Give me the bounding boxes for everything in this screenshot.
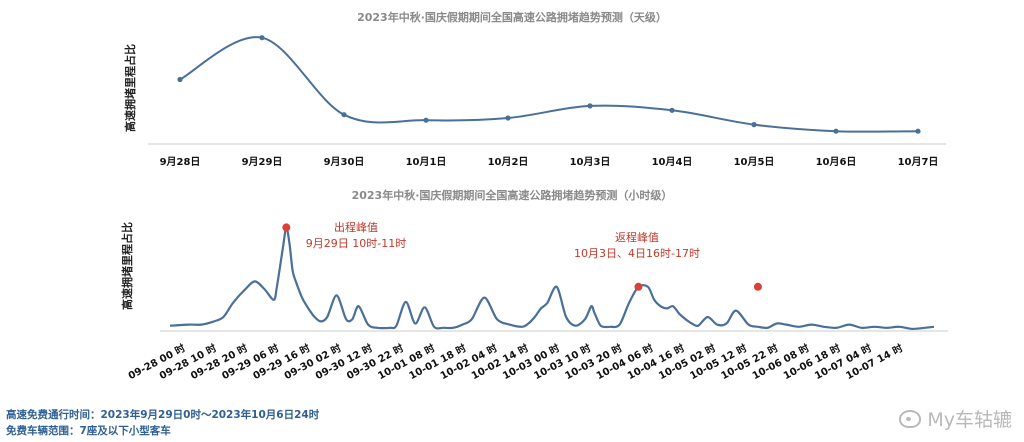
daily-series-line	[179, 36, 919, 133]
daily-x-tick-label: 10月3日	[570, 156, 611, 168]
return-peak-annotation-time: 10月3日、4日16时-17时	[574, 247, 700, 260]
daily-x-tick-label: 10月2日	[488, 156, 529, 168]
daily-data-point	[505, 115, 511, 121]
hourly-chart: 2023年中秋·国庆假期期间全国高速公路拥堵趋势预测（小时级） 高速拥堵里程占比…	[120, 188, 948, 382]
daily-data-point	[341, 112, 347, 118]
outbound-peak-marker	[282, 223, 291, 232]
daily-x-tick-label: 9月28日	[160, 156, 201, 168]
hourly-series-line	[169, 226, 935, 331]
watermark-text: My车轱辘	[927, 409, 1012, 431]
outbound-peak-annotation-time: 9月29日 10时-11时	[306, 237, 406, 250]
footer-free-period: 高速免费通行时间：2023年9月29日0时～2023年10月6日24时	[6, 409, 320, 421]
return-peak-annotation-title: 返程峰值	[615, 231, 659, 244]
return-peak-marker	[634, 282, 643, 291]
daily-chart: 2023年中秋·国庆假期期间全国高速公路拥堵趋势预测（天级） 高速拥堵里程占比 …	[123, 10, 946, 168]
daily-x-tick-label: 10月4日	[652, 156, 693, 168]
daily-x-tick-label: 10月1日	[406, 156, 447, 168]
daily-data-point	[833, 128, 839, 134]
hourly-chart-title: 2023年中秋·国庆假期期间全国高速公路拥堵趋势预测（小时级）	[352, 188, 673, 202]
watermark: My车轱辘	[899, 405, 1012, 432]
daily-x-tick-label: 10月6日	[816, 156, 857, 168]
hourly-chart-y-axis-label: 高速拥堵里程占比	[120, 222, 134, 310]
daily-data-point	[751, 122, 757, 128]
daily-x-tick-label: 9月30日	[324, 156, 365, 168]
daily-data-point	[915, 128, 921, 134]
daily-chart-y-axis-label: 高速拥堵里程占比	[123, 44, 137, 132]
footer-vehicle-scope: 免费车辆范围：7座及以下小型客车	[6, 425, 171, 437]
daily-chart-title: 2023年中秋·国庆假期期间全国高速公路拥堵趋势预测（天级）	[357, 10, 667, 24]
daily-x-tick-label: 10月5日	[734, 156, 775, 168]
outbound-peak-annotation-title: 出程峰值	[334, 220, 378, 234]
daily-data-point	[669, 107, 675, 113]
daily-data-point	[177, 76, 183, 83]
daily-data-point	[587, 103, 593, 109]
daily-x-tick-label: 9月29日	[242, 156, 283, 168]
return-peak-marker	[753, 282, 762, 291]
daily-data-point	[259, 35, 265, 41]
weibo-logo-icon	[899, 409, 922, 428]
daily-data-point	[423, 117, 429, 123]
daily-x-tick-label: 10月7日	[898, 156, 939, 168]
